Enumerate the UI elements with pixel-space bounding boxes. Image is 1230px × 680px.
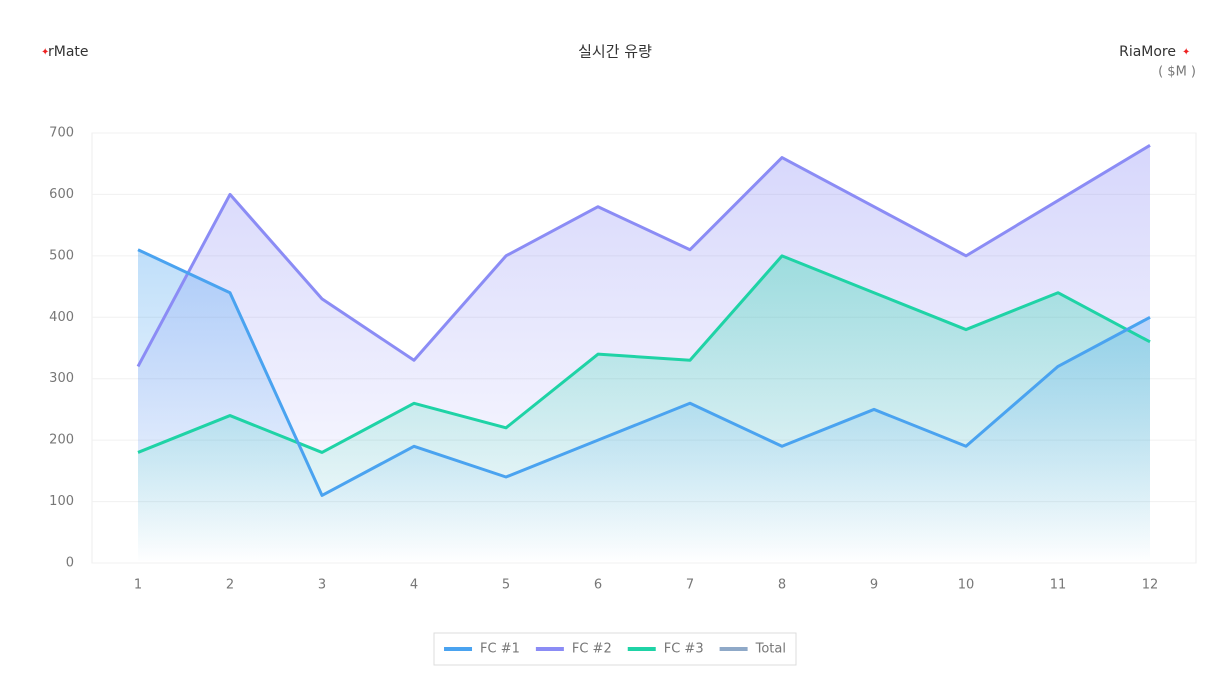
line [136,144,1151,368]
line [137,248,1151,497]
x-tick-label: 3 [318,578,326,593]
y-tick-label: 200 [49,433,74,448]
legend-swatch[interactable] [719,647,748,651]
x-tick-label: 12 [1142,578,1159,593]
x-tick-label: 1 [134,578,142,593]
legend-label[interactable]: Total [755,642,786,657]
y-tick-label: 600 [49,187,74,202]
y-tick-label: 700 [49,126,74,141]
legend-swatch[interactable] [627,647,656,651]
x-tick-label: 5 [502,578,510,593]
unit-label: ( $M ) [1158,65,1196,80]
brand-icon: ✦ [1182,47,1190,58]
x-tick-label: 2 [226,578,234,593]
y-tick-label: 500 [49,248,74,263]
x-tick-label: 9 [870,578,878,593]
x-tick-label: 11 [1050,578,1067,593]
x-tick-label: 7 [686,578,694,593]
x-tick-label: 8 [778,578,786,593]
brand-icon: ✦ [41,47,49,58]
legend-label[interactable]: FC #1 [480,642,520,657]
x-tick-label: 10 [958,578,975,593]
legend-label[interactable]: FC #3 [664,642,704,657]
x-tick-label: 4 [410,578,418,593]
y-tick-label: 400 [49,310,74,325]
legend-label[interactable]: FC #2 [572,642,612,657]
brand-right: RiaMore [1119,44,1176,60]
x-tick-label: 6 [594,578,602,593]
line [137,254,1151,454]
y-tick-label: 300 [49,371,74,386]
legend-swatch[interactable] [444,647,473,651]
area [138,249,1150,563]
y-tick-label: 0 [66,556,74,571]
brand-left: rMate [48,44,89,60]
y-tick-label: 100 [49,494,74,509]
legend-swatch[interactable] [535,647,564,651]
chart-title: 실시간 유량 [578,43,652,61]
